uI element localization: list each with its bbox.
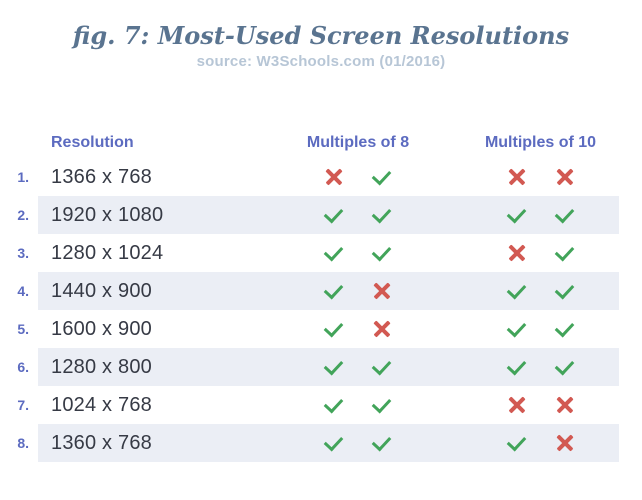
check-icon (372, 205, 392, 225)
cross-icon (372, 281, 392, 301)
row-number: 2. (17, 207, 29, 223)
marks-multiples-of-8 (264, 234, 452, 272)
marks-multiples-of-8 (264, 158, 452, 196)
marks-multiples-of-8 (264, 386, 452, 424)
figure-title: fig. 7: Most-Used Screen Resolutions (72, 21, 570, 50)
marks-multiples-of-10 (452, 348, 619, 386)
resolution-value: 1440 x 900 (51, 279, 152, 302)
marks-multiples-of-10 (452, 196, 619, 234)
check-icon (555, 205, 575, 225)
column-header-resolution: Resolution (51, 134, 134, 151)
table-row: 4. 1440 x 900 (0, 272, 642, 310)
row-number: 1. (17, 169, 29, 185)
row-number: 8. (17, 435, 29, 451)
table-row: 3. 1280 x 1024 (0, 234, 642, 272)
marks-multiples-of-10 (452, 272, 619, 310)
check-icon (324, 357, 344, 377)
check-icon (555, 243, 575, 263)
column-header-multiples-of-8: Multiples of 8 (306, 134, 410, 151)
marks-multiples-of-10 (452, 310, 619, 348)
resolution-value: 1360 x 768 (51, 431, 152, 454)
marks-multiples-of-10 (452, 386, 619, 424)
marks-multiples-of-8 (264, 348, 452, 386)
cross-icon (507, 243, 527, 263)
figure-root: fig. 7: Most-Used Screen Resolutions sou… (0, 0, 642, 462)
row-number: 5. (17, 321, 29, 337)
check-icon (324, 243, 344, 263)
check-icon (324, 433, 344, 453)
resolution-value: 1920 x 1080 (51, 203, 164, 226)
cross-icon (324, 167, 344, 187)
row-number: 7. (17, 397, 29, 413)
marks-multiples-of-8 (264, 272, 452, 310)
check-icon (372, 395, 392, 415)
cross-icon (372, 319, 392, 339)
check-icon (372, 243, 392, 263)
check-icon (507, 433, 527, 453)
cross-icon (555, 433, 575, 453)
marks-multiples-of-10 (452, 158, 619, 196)
column-header-multiples-of-10: Multiples of 10 (484, 134, 597, 151)
marks-multiples-of-10 (452, 234, 619, 272)
table-header-row: Resolution Multiples of 8 Multiples of 1… (0, 128, 642, 158)
figure-source: source: W3Schools.com (01/2016) (196, 53, 446, 70)
check-icon (555, 319, 575, 339)
row-number: 3. (17, 245, 29, 261)
check-icon (507, 319, 527, 339)
row-number: 6. (17, 359, 29, 375)
cross-icon (555, 395, 575, 415)
row-number: 4. (17, 283, 29, 299)
check-icon (555, 357, 575, 377)
resolution-value: 1280 x 800 (51, 355, 152, 378)
check-icon (507, 281, 527, 301)
table-row: 2. 1920 x 1080 (0, 196, 642, 234)
resolutions-table: Resolution Multiples of 8 Multiples of 1… (0, 128, 642, 462)
resolution-value: 1600 x 900 (51, 317, 152, 340)
table-row: 8. 1360 x 768 (0, 424, 642, 462)
table-row: 5. 1600 x 900 (0, 310, 642, 348)
marks-multiples-of-8 (264, 196, 452, 234)
check-icon (324, 205, 344, 225)
cross-icon (507, 167, 527, 187)
check-icon (324, 281, 344, 301)
table-row: 1. 1366 x 768 (0, 158, 642, 196)
check-icon (324, 319, 344, 339)
marks-multiples-of-8 (264, 310, 452, 348)
marks-multiples-of-10 (452, 424, 619, 462)
resolution-value: 1280 x 1024 (51, 241, 164, 264)
resolution-value: 1366 x 768 (51, 165, 152, 188)
check-icon (372, 167, 392, 187)
check-icon (372, 357, 392, 377)
check-icon (555, 281, 575, 301)
check-icon (507, 357, 527, 377)
check-icon (324, 395, 344, 415)
check-icon (372, 433, 392, 453)
table-row: 7. 1024 x 768 (0, 386, 642, 424)
cross-icon (555, 167, 575, 187)
check-icon (507, 205, 527, 225)
header-rank-spacer (0, 128, 38, 158)
marks-multiples-of-8 (264, 424, 452, 462)
resolution-value: 1024 x 768 (51, 393, 152, 416)
table-row: 6. 1280 x 800 (0, 348, 642, 386)
cross-icon (507, 395, 527, 415)
